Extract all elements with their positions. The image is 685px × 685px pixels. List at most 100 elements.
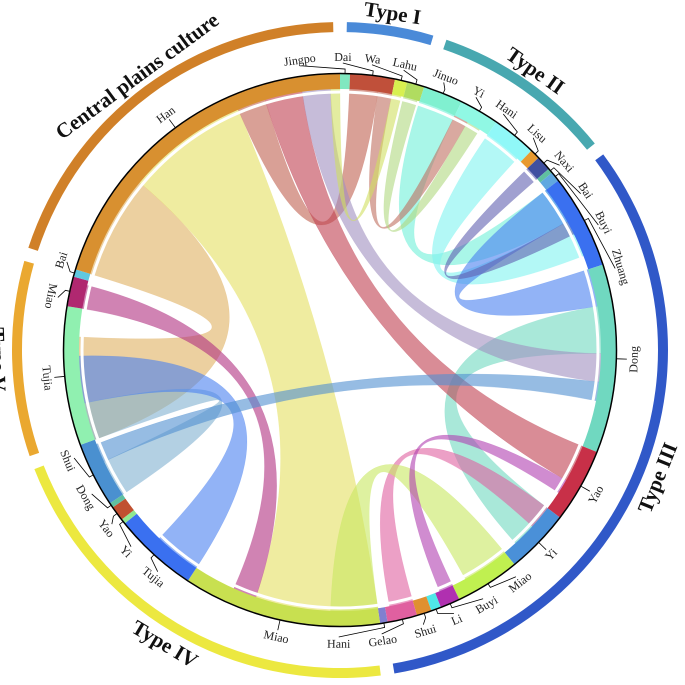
segment-label-naxi: Naxi bbox=[551, 148, 577, 175]
segment-gelao[interactable] bbox=[384, 600, 417, 622]
segment-dong[interactable] bbox=[110, 494, 126, 508]
tick bbox=[119, 521, 132, 547]
tick bbox=[342, 62, 374, 75]
tick bbox=[487, 576, 517, 588]
segment-dong[interactable] bbox=[582, 264, 616, 452]
segment-label-lahu: Lahu bbox=[391, 55, 418, 74]
segment-tujia[interactable] bbox=[125, 513, 197, 581]
tick bbox=[403, 69, 418, 84]
outer-circle bbox=[62, 72, 618, 628]
group-arc-type-iii bbox=[392, 154, 668, 674]
tick bbox=[300, 65, 346, 74]
group-label-type-v: Type V bbox=[0, 327, 11, 392]
tick bbox=[435, 609, 454, 614]
segment-yi[interactable] bbox=[454, 102, 497, 135]
segment-label-yi: Yi bbox=[542, 545, 560, 563]
segment-naxi[interactable] bbox=[527, 157, 549, 179]
tick bbox=[538, 542, 547, 550]
tick bbox=[371, 64, 403, 80]
tick bbox=[73, 457, 94, 478]
segment-label-jinuo: Jinuo bbox=[431, 66, 460, 88]
group-arc-central-plains-culture bbox=[28, 22, 334, 251]
segment-jingpo[interactable] bbox=[340, 74, 351, 90]
segment-label-yi: Yi bbox=[470, 83, 487, 101]
group-arc-type-ii bbox=[443, 39, 595, 150]
tick bbox=[91, 493, 112, 509]
segment-label-dai: Dai bbox=[334, 50, 352, 64]
segment-label-miao: Miao bbox=[262, 627, 290, 646]
segment-buyi[interactable] bbox=[540, 172, 559, 190]
segment-label-dong: Dong bbox=[626, 346, 641, 373]
segment-label-yao: Yao bbox=[95, 517, 118, 540]
segment-han[interactable] bbox=[75, 74, 341, 274]
tick bbox=[550, 167, 581, 194]
tick bbox=[443, 82, 446, 94]
segment-jinuo[interactable] bbox=[419, 87, 462, 116]
segments-ring bbox=[62, 72, 618, 628]
segment-label-tujia: Tujia bbox=[39, 365, 55, 392]
tick bbox=[580, 485, 591, 492]
segment-li[interactable] bbox=[426, 593, 441, 611]
segment-label-gelao: Gelao bbox=[368, 632, 398, 650]
segment-label-li: Li bbox=[449, 611, 465, 628]
segment-label-lisu: Lisu bbox=[525, 121, 550, 146]
segment-lisu[interactable] bbox=[520, 150, 539, 169]
segment-label-yao: Yao bbox=[585, 483, 606, 506]
tick bbox=[449, 598, 484, 609]
segment-wa[interactable] bbox=[391, 79, 408, 97]
segment-bai[interactable] bbox=[537, 169, 552, 183]
segment-yao[interactable] bbox=[547, 446, 597, 518]
tick bbox=[66, 261, 75, 274]
segment-zhuang[interactable] bbox=[546, 180, 603, 270]
group-arc-type-v bbox=[12, 260, 40, 457]
segment-lahu[interactable] bbox=[403, 82, 425, 102]
tick bbox=[555, 173, 599, 226]
inner-circle bbox=[80, 90, 600, 610]
group-arc-type-i bbox=[346, 22, 434, 46]
segment-miao[interactable] bbox=[188, 567, 381, 626]
segment-yi[interactable] bbox=[121, 510, 137, 524]
segment-dai[interactable] bbox=[349, 74, 395, 95]
segment-label-miao: Miao bbox=[42, 282, 60, 309]
segment-label-han: Han bbox=[153, 103, 177, 126]
segment-label-miao: Miao bbox=[506, 569, 535, 596]
segment-label-hani: Hani bbox=[493, 97, 521, 122]
tick bbox=[111, 513, 117, 525]
segment-miao[interactable] bbox=[67, 276, 89, 309]
segment-shui[interactable] bbox=[80, 439, 123, 503]
tick bbox=[381, 619, 404, 635]
tick bbox=[475, 97, 483, 111]
tick bbox=[502, 113, 518, 136]
tick bbox=[168, 119, 176, 128]
segment-label-zhuang: Zhuang bbox=[609, 247, 633, 286]
segment-label-tujia: Tujia bbox=[139, 564, 168, 591]
segment-label-wa: Wa bbox=[364, 51, 382, 67]
tick bbox=[277, 620, 281, 631]
segment-label-buyi: Buyi bbox=[473, 592, 501, 616]
tick bbox=[54, 376, 65, 378]
segment-label-jingpo: Jingpo bbox=[283, 51, 317, 69]
segment-yi[interactable] bbox=[504, 508, 560, 565]
segment-bai[interactable] bbox=[73, 269, 91, 281]
ribbons-layer bbox=[77, 87, 603, 613]
tick bbox=[532, 137, 539, 154]
segment-hani[interactable] bbox=[487, 122, 532, 162]
segment-hani[interactable] bbox=[377, 607, 388, 624]
segment-tujia[interactable] bbox=[63, 306, 95, 445]
tick bbox=[338, 623, 386, 638]
segment-label-dong: Dong bbox=[73, 482, 98, 512]
group-arcs bbox=[12, 22, 668, 678]
segment-label-bai: Bai bbox=[575, 180, 596, 202]
segment-shui[interactable] bbox=[412, 596, 432, 616]
segment-label-yi: Yi bbox=[117, 542, 135, 560]
tick bbox=[57, 289, 70, 298]
tick bbox=[150, 554, 159, 572]
group-arc-type-iv bbox=[34, 465, 381, 678]
tick bbox=[584, 217, 616, 269]
segment-label-shui: Shui bbox=[57, 448, 79, 474]
segment-label-shui: Shui bbox=[413, 621, 439, 641]
tick bbox=[422, 613, 427, 625]
segment-miao[interactable] bbox=[452, 552, 515, 599]
tick bbox=[543, 159, 560, 166]
